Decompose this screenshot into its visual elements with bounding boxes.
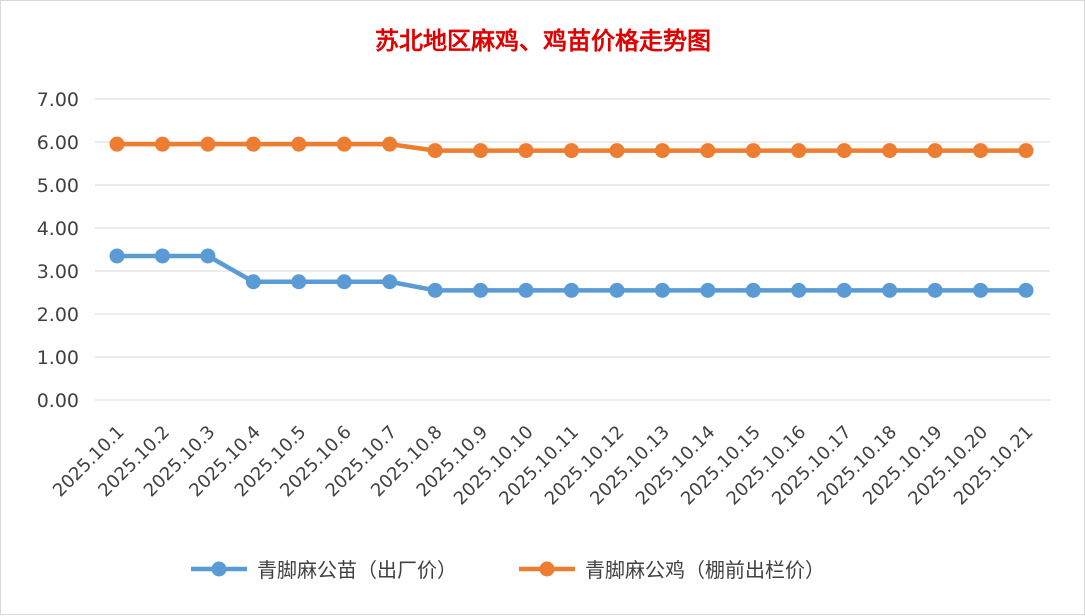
data-point bbox=[791, 282, 807, 298]
data-point bbox=[154, 136, 170, 152]
data-point bbox=[1018, 282, 1034, 298]
data-point bbox=[654, 282, 670, 298]
data-point bbox=[882, 282, 898, 298]
data-point bbox=[245, 136, 261, 152]
data-point bbox=[564, 282, 579, 298]
x-axis-ticks: 2025.10.12025.10.22025.10.32025.10.42025… bbox=[49, 422, 1038, 510]
data-point bbox=[291, 136, 307, 152]
data-point bbox=[291, 274, 307, 290]
legend-label: 青脚麻公苗（出厂价） bbox=[257, 558, 457, 582]
data-point bbox=[518, 143, 534, 159]
data-point bbox=[927, 143, 943, 159]
data-point bbox=[1018, 143, 1034, 159]
data-point bbox=[791, 143, 807, 159]
data-point bbox=[700, 143, 716, 159]
data-point bbox=[245, 274, 261, 290]
data-point bbox=[473, 143, 489, 159]
data-point bbox=[382, 136, 398, 152]
data-point bbox=[336, 136, 352, 152]
y-tick-label: 2.00 bbox=[37, 304, 79, 326]
data-point bbox=[609, 282, 625, 298]
data-point bbox=[109, 248, 125, 264]
series-layer bbox=[109, 136, 1034, 298]
data-point bbox=[836, 143, 852, 159]
y-tick-label: 6.00 bbox=[37, 132, 79, 154]
y-axis-ticks: 0.00 1.00 2.00 3.00 4.00 5.00 6.00 7.00 bbox=[37, 89, 79, 412]
data-point bbox=[927, 282, 943, 298]
data-point bbox=[745, 143, 761, 159]
data-point bbox=[973, 143, 989, 159]
legend-item: 青脚麻公鸡（棚前出栏价） bbox=[519, 558, 825, 582]
y-tick-label: 7.00 bbox=[37, 89, 79, 111]
series-1 bbox=[109, 248, 1034, 298]
data-point bbox=[609, 143, 625, 159]
data-point bbox=[745, 282, 761, 298]
data-point bbox=[700, 282, 716, 298]
data-point bbox=[564, 143, 579, 159]
legend-swatch-marker bbox=[211, 561, 227, 577]
data-point bbox=[427, 282, 443, 298]
legend-swatch-marker bbox=[539, 561, 555, 577]
legend-item: 青脚麻公苗（出厂价） bbox=[191, 558, 457, 582]
series-2 bbox=[109, 136, 1034, 159]
data-point bbox=[200, 136, 216, 152]
y-tick-label: 4.00 bbox=[37, 218, 79, 240]
y-tick-label: 3.00 bbox=[37, 261, 79, 283]
data-point bbox=[109, 136, 125, 152]
data-point bbox=[427, 143, 443, 159]
y-tick-label: 1.00 bbox=[37, 347, 79, 369]
data-point bbox=[473, 282, 489, 298]
data-point bbox=[882, 143, 898, 159]
data-point bbox=[973, 282, 989, 298]
data-point bbox=[654, 143, 670, 159]
legend-label: 青脚麻公鸡（棚前出栏价） bbox=[585, 558, 825, 582]
data-point bbox=[382, 274, 398, 290]
data-point bbox=[836, 282, 852, 298]
data-point bbox=[518, 282, 534, 298]
data-point bbox=[200, 248, 216, 264]
data-point bbox=[336, 274, 352, 290]
data-point bbox=[154, 248, 170, 264]
legend: 青脚麻公苗（出厂价） 青脚麻公鸡（棚前出栏价） bbox=[191, 558, 825, 582]
chart-title: 苏北地区麻鸡、鸡苗价格走势图 bbox=[375, 26, 711, 55]
y-tick-label: 0.00 bbox=[37, 390, 79, 412]
y-tick-label: 5.00 bbox=[37, 175, 79, 197]
